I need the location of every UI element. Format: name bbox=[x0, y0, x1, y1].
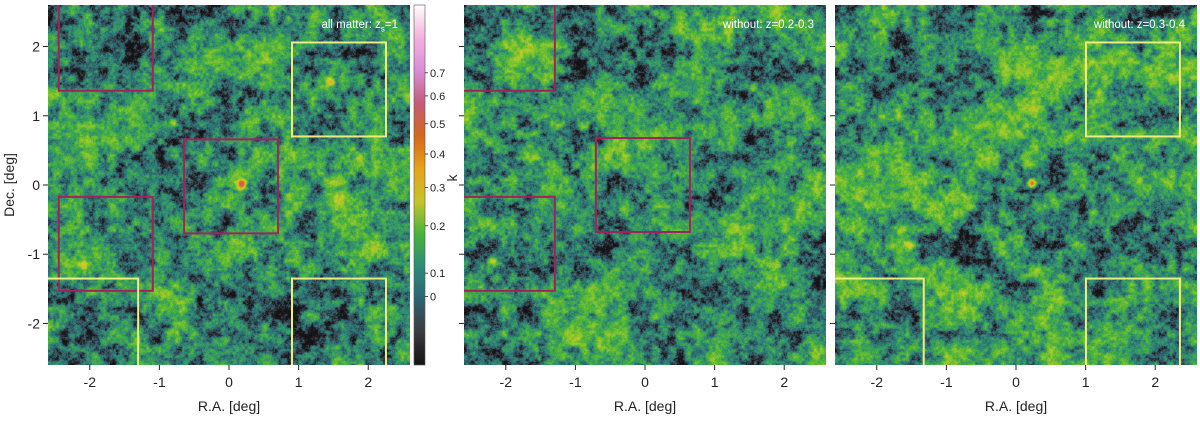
y-tick-label: 1 bbox=[32, 108, 40, 124]
y-tick-label: 2 bbox=[32, 39, 40, 55]
colorbar-tick-label: 0.4 bbox=[430, 149, 445, 161]
colorbar-tick-label: 0 bbox=[430, 292, 436, 304]
colorbar-label: k bbox=[444, 174, 460, 182]
colorbar-tick-label: 0.6 bbox=[430, 91, 445, 103]
yellow-region-box bbox=[1084, 41, 1181, 138]
yellow-region-box bbox=[291, 277, 387, 365]
x-tick-label: -1 bbox=[153, 374, 166, 390]
magenta-region-box bbox=[183, 138, 280, 235]
region-boxes-all-matter bbox=[48, 5, 387, 365]
x-axis-label: R.A. [deg] bbox=[985, 398, 1047, 414]
magenta-region-box bbox=[464, 195, 556, 292]
colorbar-tick-label: 0.2 bbox=[430, 221, 445, 233]
y-axis-label: Dec. [deg] bbox=[1, 153, 17, 217]
x-tick-label: 1 bbox=[711, 374, 719, 390]
convergence-map-without-03-04 bbox=[835, 5, 1197, 365]
convergence-map-panel-all-matter: all matter: zs=1 bbox=[48, 5, 410, 365]
region-boxes-without-03-04 bbox=[835, 41, 1181, 365]
x-tick-label: 1 bbox=[1082, 374, 1090, 390]
yellow-region-box bbox=[48, 277, 140, 365]
yellow-region-box bbox=[291, 41, 387, 138]
x-tick-label: -2 bbox=[84, 374, 97, 390]
magenta-region-box bbox=[57, 5, 154, 92]
y-tick-label: -2 bbox=[28, 315, 41, 331]
y-tick-label: -1 bbox=[28, 246, 41, 262]
x-tick-label: -2 bbox=[500, 374, 513, 390]
x-tick-label: 0 bbox=[225, 374, 233, 390]
y-tick-label: 0 bbox=[32, 177, 40, 193]
x-tick-label: 0 bbox=[641, 374, 649, 390]
magenta-region-box bbox=[594, 137, 691, 233]
magenta-region-box bbox=[57, 195, 154, 292]
x-tick-label: -2 bbox=[871, 374, 884, 390]
yellow-region-box bbox=[1084, 277, 1181, 365]
x-tick-label: 2 bbox=[1151, 374, 1159, 390]
x-tick-label: 2 bbox=[780, 374, 788, 390]
magenta-region-box bbox=[464, 5, 556, 92]
convergence-map-panel-without-02-03: without: z=0.2-0.3 bbox=[464, 5, 826, 365]
x-tick-label: 0 bbox=[1012, 374, 1020, 390]
panel-label-without-02-03: without: z=0.2-0.3 bbox=[722, 19, 814, 31]
colorbar bbox=[413, 4, 426, 366]
x-tick-label: 2 bbox=[364, 374, 372, 390]
colorbar-tick-label: 0.3 bbox=[430, 182, 445, 194]
panel-label-without-03-04: without: z=0.3-0.4 bbox=[1093, 19, 1185, 31]
x-tick-label: 1 bbox=[295, 374, 303, 390]
x-axis-label: R.A. [deg] bbox=[198, 398, 260, 414]
convergence-map-without-02-03 bbox=[464, 5, 826, 365]
colorbar-tick-label: 0.7 bbox=[430, 68, 445, 80]
region-boxes-without-02-03 bbox=[464, 5, 691, 292]
colorbar-tick-label: 0.1 bbox=[430, 268, 445, 280]
x-tick-label: -1 bbox=[569, 374, 582, 390]
convergence-map-panel-without-03-04: without: z=0.3-0.4 bbox=[835, 5, 1197, 365]
x-tick-label: -1 bbox=[940, 374, 953, 390]
yellow-region-box bbox=[835, 277, 925, 365]
x-axis-label: R.A. [deg] bbox=[614, 398, 676, 414]
convergence-map-all-matter bbox=[48, 5, 410, 365]
panel-label-all-matter: all matter: zs=1 bbox=[321, 19, 398, 34]
colorbar-tick-label: 0.5 bbox=[430, 119, 445, 131]
